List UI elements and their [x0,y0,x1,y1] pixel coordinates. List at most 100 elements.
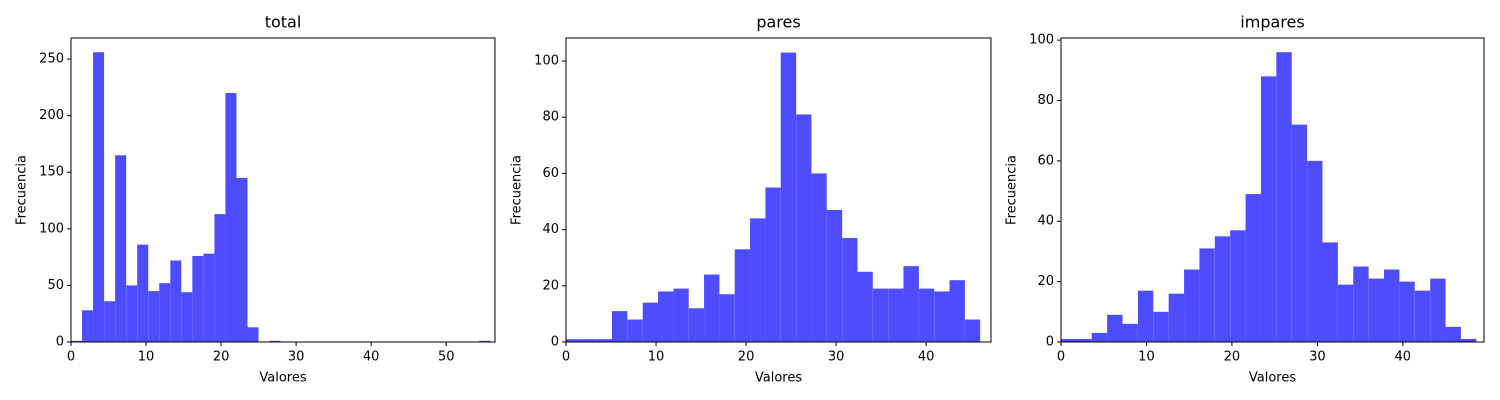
bar [796,114,812,342]
bar [934,291,950,342]
x-tick-label: 20 [1224,350,1241,365]
bar [842,238,858,342]
bar [1076,338,1092,342]
chart-title: pares [756,13,800,32]
bar [826,209,843,342]
y-tick-label: 40 [1037,214,1054,229]
bar [642,302,659,342]
x-tick-label: 0 [562,350,570,365]
bar [1460,338,1477,342]
x-tick-label: 10 [1138,350,1155,365]
bar [765,187,781,342]
x-tick-label: 30 [288,350,305,365]
bar [1168,293,1185,342]
bar [115,155,127,342]
bar [949,280,965,342]
bar [811,173,827,342]
bar [1260,76,1277,342]
bar [170,260,182,342]
bar [1399,281,1415,342]
bar [126,285,138,342]
bar [1153,311,1169,342]
bar [247,327,259,342]
y-tick-label: 60 [542,166,559,181]
bar [1122,323,1138,342]
y-axis-label: Frecuencia [1005,155,1020,225]
bar [71,340,83,342]
chart-title: total [265,13,302,32]
bar [192,255,204,342]
bar [964,319,981,342]
bar [704,274,720,342]
y-tick-label: 0 [1046,335,1054,350]
bar [857,271,873,342]
bar [627,319,643,342]
bar [658,291,674,342]
bar [181,292,193,342]
x-tick-label: 0 [1057,350,1065,365]
chart-title: impares [1240,13,1304,32]
y-tick-label: 150 [39,165,64,180]
y-axis-label: Frecuencia [15,155,30,225]
x-tick-label: 10 [648,350,665,365]
bar [734,249,751,342]
bar [566,339,582,342]
bar [82,310,94,342]
bar [872,288,889,342]
bar [596,339,613,342]
x-tick-label: 40 [363,350,380,365]
bar [1091,332,1108,342]
y-tick-label: 200 [39,108,64,123]
y-axis-label: Frecuencia [510,155,525,225]
bar [1214,236,1231,342]
bar [780,52,797,342]
x-tick-label: 10 [138,350,155,365]
bar [888,288,904,342]
bar [1414,290,1431,342]
bar [236,177,248,342]
x-tick-label: 40 [1395,350,1412,365]
y-tick-label: 0 [56,335,64,350]
bar [612,311,628,342]
bar [1230,230,1246,342]
bar [1245,194,1261,342]
y-tick-label: 80 [542,110,559,125]
x-tick-label: 20 [738,350,755,365]
bar [1384,269,1400,342]
x-axis-label: Valores [755,371,802,386]
y-tick-label: 100 [534,54,559,69]
y-tick-label: 250 [39,52,64,67]
bar [214,214,226,342]
bar [93,52,105,342]
y-tick-label: 0 [551,335,559,350]
bar [104,301,116,342]
x-axis-label: Valores [1249,371,1296,386]
y-tick-label: 80 [1037,93,1054,108]
bar [1445,326,1461,342]
y-tick-label: 100 [39,221,64,236]
axes-frame [565,37,992,343]
bar [1291,124,1308,342]
bar [1430,278,1446,342]
x-tick-label: 50 [438,350,455,365]
bar [137,244,149,342]
bar [1353,266,1369,342]
bar [1368,278,1385,342]
y-tick-label: 20 [1037,274,1054,289]
x-tick-label: 20 [213,350,230,365]
bar [918,288,935,342]
x-tick-label: 0 [67,350,75,365]
y-tick-label: 100 [1029,33,1054,48]
bar [1276,52,1292,342]
y-tick-label: 60 [1037,153,1054,168]
bar [719,294,735,342]
bar [673,288,689,342]
bar [903,266,919,342]
axes-frame [1060,37,1485,343]
bar [203,253,215,342]
y-tick-label: 50 [47,278,64,293]
bar [1061,338,1077,342]
y-tick-label: 40 [542,222,559,237]
